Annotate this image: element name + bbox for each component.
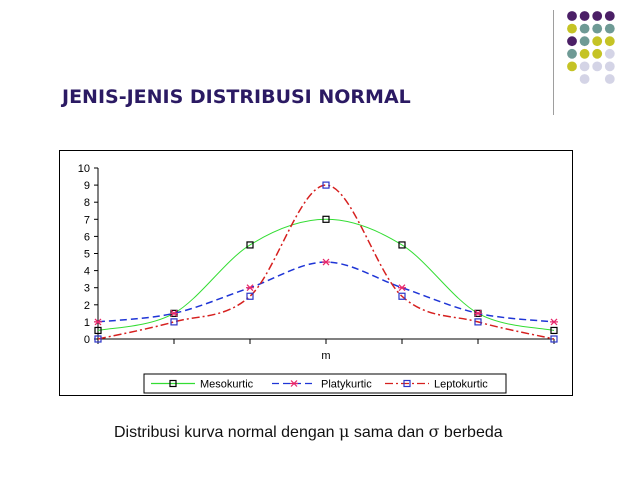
leptokurtic-point (94, 335, 102, 343)
decor-dot (579, 36, 590, 47)
y-tick-label: 5 (84, 249, 90, 261)
decor-dot (579, 48, 590, 59)
mesokurtic-point (550, 326, 558, 335)
y-tick-label: 2 (84, 300, 90, 312)
decor-dot (604, 48, 615, 59)
mesokurtic-point (322, 215, 330, 223)
decor-dot (604, 74, 615, 84)
caption-text-middle: sama dan (349, 424, 429, 441)
mesokurtic-point (94, 326, 102, 335)
legend-label: Leptokurtic (434, 379, 488, 391)
y-tick-label: 1 (84, 317, 90, 329)
leptokurtic-point (550, 335, 558, 343)
legend-marker (290, 380, 298, 387)
decor-dot (579, 61, 590, 72)
decor-dot (579, 23, 590, 34)
decor-dot (592, 23, 603, 34)
x-tick-label: m (321, 350, 330, 362)
leptokurtic-point (170, 318, 178, 326)
caption-text-start: Distribusi kurva normal dengan (114, 424, 339, 441)
mesokurtic-point (246, 241, 254, 249)
platykurtic-point (322, 258, 330, 266)
normal-distribution-chart: 0 1 2 3 4 5 6 7 8 9 10 m Mesokurtic Platykurtic Leptok… (78, 163, 558, 394)
y-tick-label: 10 (78, 163, 90, 175)
platykurtic-line (97, 261, 555, 323)
slide-title: JENIS-JENIS DISTRIBUSI NORMAL (62, 86, 411, 108)
sigma-symbol: σ (428, 422, 440, 441)
decor-dot (567, 36, 577, 47)
decor-dot (579, 11, 590, 21)
legend-label: Mesokurtic (200, 379, 254, 391)
decor-dot (592, 61, 603, 72)
platykurtic-point (550, 318, 558, 326)
decor-dot (592, 48, 603, 59)
mesokurtic-point (398, 241, 406, 249)
mesokurtic-line (97, 218, 555, 331)
caption-text-end: berbeda (439, 424, 503, 441)
decor-dot (567, 61, 577, 72)
legend-box (143, 373, 507, 394)
decor-dot (579, 74, 590, 84)
decor-dot (567, 11, 577, 21)
legend-item-leptokurtic: Leptokurtic (385, 379, 488, 391)
legend-item-platykurtic: Platykurtic (272, 379, 372, 391)
platykurtic-point (246, 284, 254, 292)
platykurtic-point (398, 284, 406, 292)
decorative-divider-line (553, 10, 554, 115)
leptokurtic-line (97, 184, 555, 340)
platykurtic-point (474, 309, 482, 317)
legend-label: Platykurtic (321, 379, 372, 391)
series-leptokurtic (94, 181, 558, 343)
slide-caption: Distribusi kurva normal dengan μ sama da… (114, 422, 503, 442)
decor-dot (567, 23, 577, 34)
y-tick-label: 7 (84, 214, 90, 226)
chart-frame: 0 1 2 3 4 5 6 7 8 9 10 m Mesokurtic Platykurtic Leptok… (59, 150, 573, 396)
legend-marker (169, 379, 177, 388)
y-tick-label: 6 (84, 231, 90, 243)
decorative-dot-grid (567, 11, 615, 84)
decor-dot (592, 36, 603, 47)
platykurtic-point (94, 318, 102, 326)
y-tick-label: 9 (84, 180, 90, 192)
legend-marker (403, 379, 411, 388)
leptokurtic-point (322, 181, 330, 189)
leptokurtic-point (246, 292, 254, 300)
chart-legend: Mesokurtic Platykurtic Leptokurtic (143, 373, 507, 394)
decor-dot (592, 11, 603, 21)
leptokurtic-point (474, 318, 482, 326)
decor-dot (604, 36, 615, 47)
y-tick-label: 4 (84, 266, 90, 278)
decor-dot (604, 23, 615, 34)
mu-symbol: μ (339, 422, 350, 441)
decor-dot (604, 11, 615, 21)
decor-dot (567, 48, 577, 59)
series-platykurtic (94, 258, 558, 326)
y-tick-label: 3 (84, 283, 90, 295)
leptokurtic-point (398, 292, 406, 300)
decor-dot (604, 61, 615, 72)
legend-item-mesokurtic: Mesokurtic (151, 379, 254, 391)
y-tick-label: 8 (84, 197, 90, 209)
y-tick-label: 0 (84, 334, 90, 346)
platykurtic-point (170, 309, 178, 317)
